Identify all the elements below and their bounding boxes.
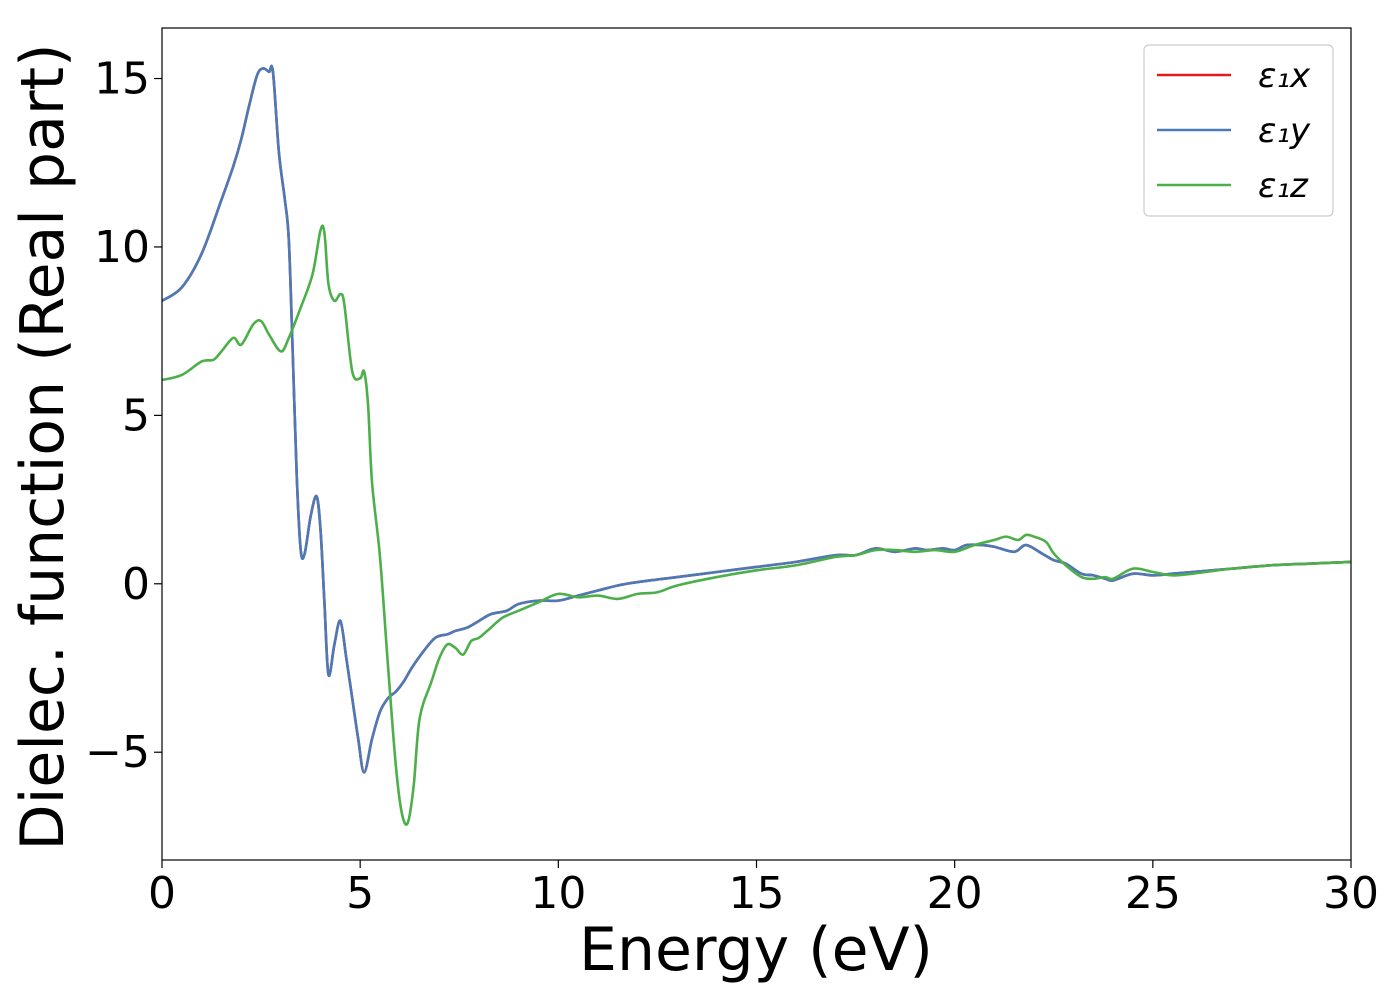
y-tick-label: 5: [122, 390, 150, 441]
x-tick-label: 15: [729, 868, 785, 919]
y-axis: −5 0 5 10 15: [85, 54, 162, 778]
x-tick-label: 20: [927, 868, 983, 919]
x-axis-title: Energy (eV): [579, 915, 933, 985]
legend-box: [1143, 44, 1334, 217]
y-axis-title: Dielec. function (Real part): [8, 44, 78, 851]
x-axis: 0 5 10 15 20 25 30: [148, 860, 1379, 919]
series-line-2: [162, 64, 1351, 774]
x-tick-label: 30: [1323, 868, 1379, 919]
y-tick-label: 15: [94, 54, 150, 105]
legend: ε₁x ε₁y ε₁z: [1143, 44, 1334, 217]
y-tick-label: 10: [94, 222, 150, 273]
x-tick-label: 0: [148, 868, 176, 919]
x-tick-label: 10: [530, 868, 586, 919]
legend-label: ε₁y: [1258, 111, 1311, 151]
y-tick-label: −5: [85, 727, 150, 778]
x-tick-label: 5: [346, 868, 374, 919]
series-line-3: [162, 224, 1351, 826]
legend-label: ε₁z: [1258, 166, 1309, 206]
x-tick-label: 25: [1125, 868, 1181, 919]
series-layer: [162, 64, 1351, 826]
y-tick-label: 0: [122, 559, 150, 610]
legend-label: ε₁x: [1258, 56, 1311, 96]
